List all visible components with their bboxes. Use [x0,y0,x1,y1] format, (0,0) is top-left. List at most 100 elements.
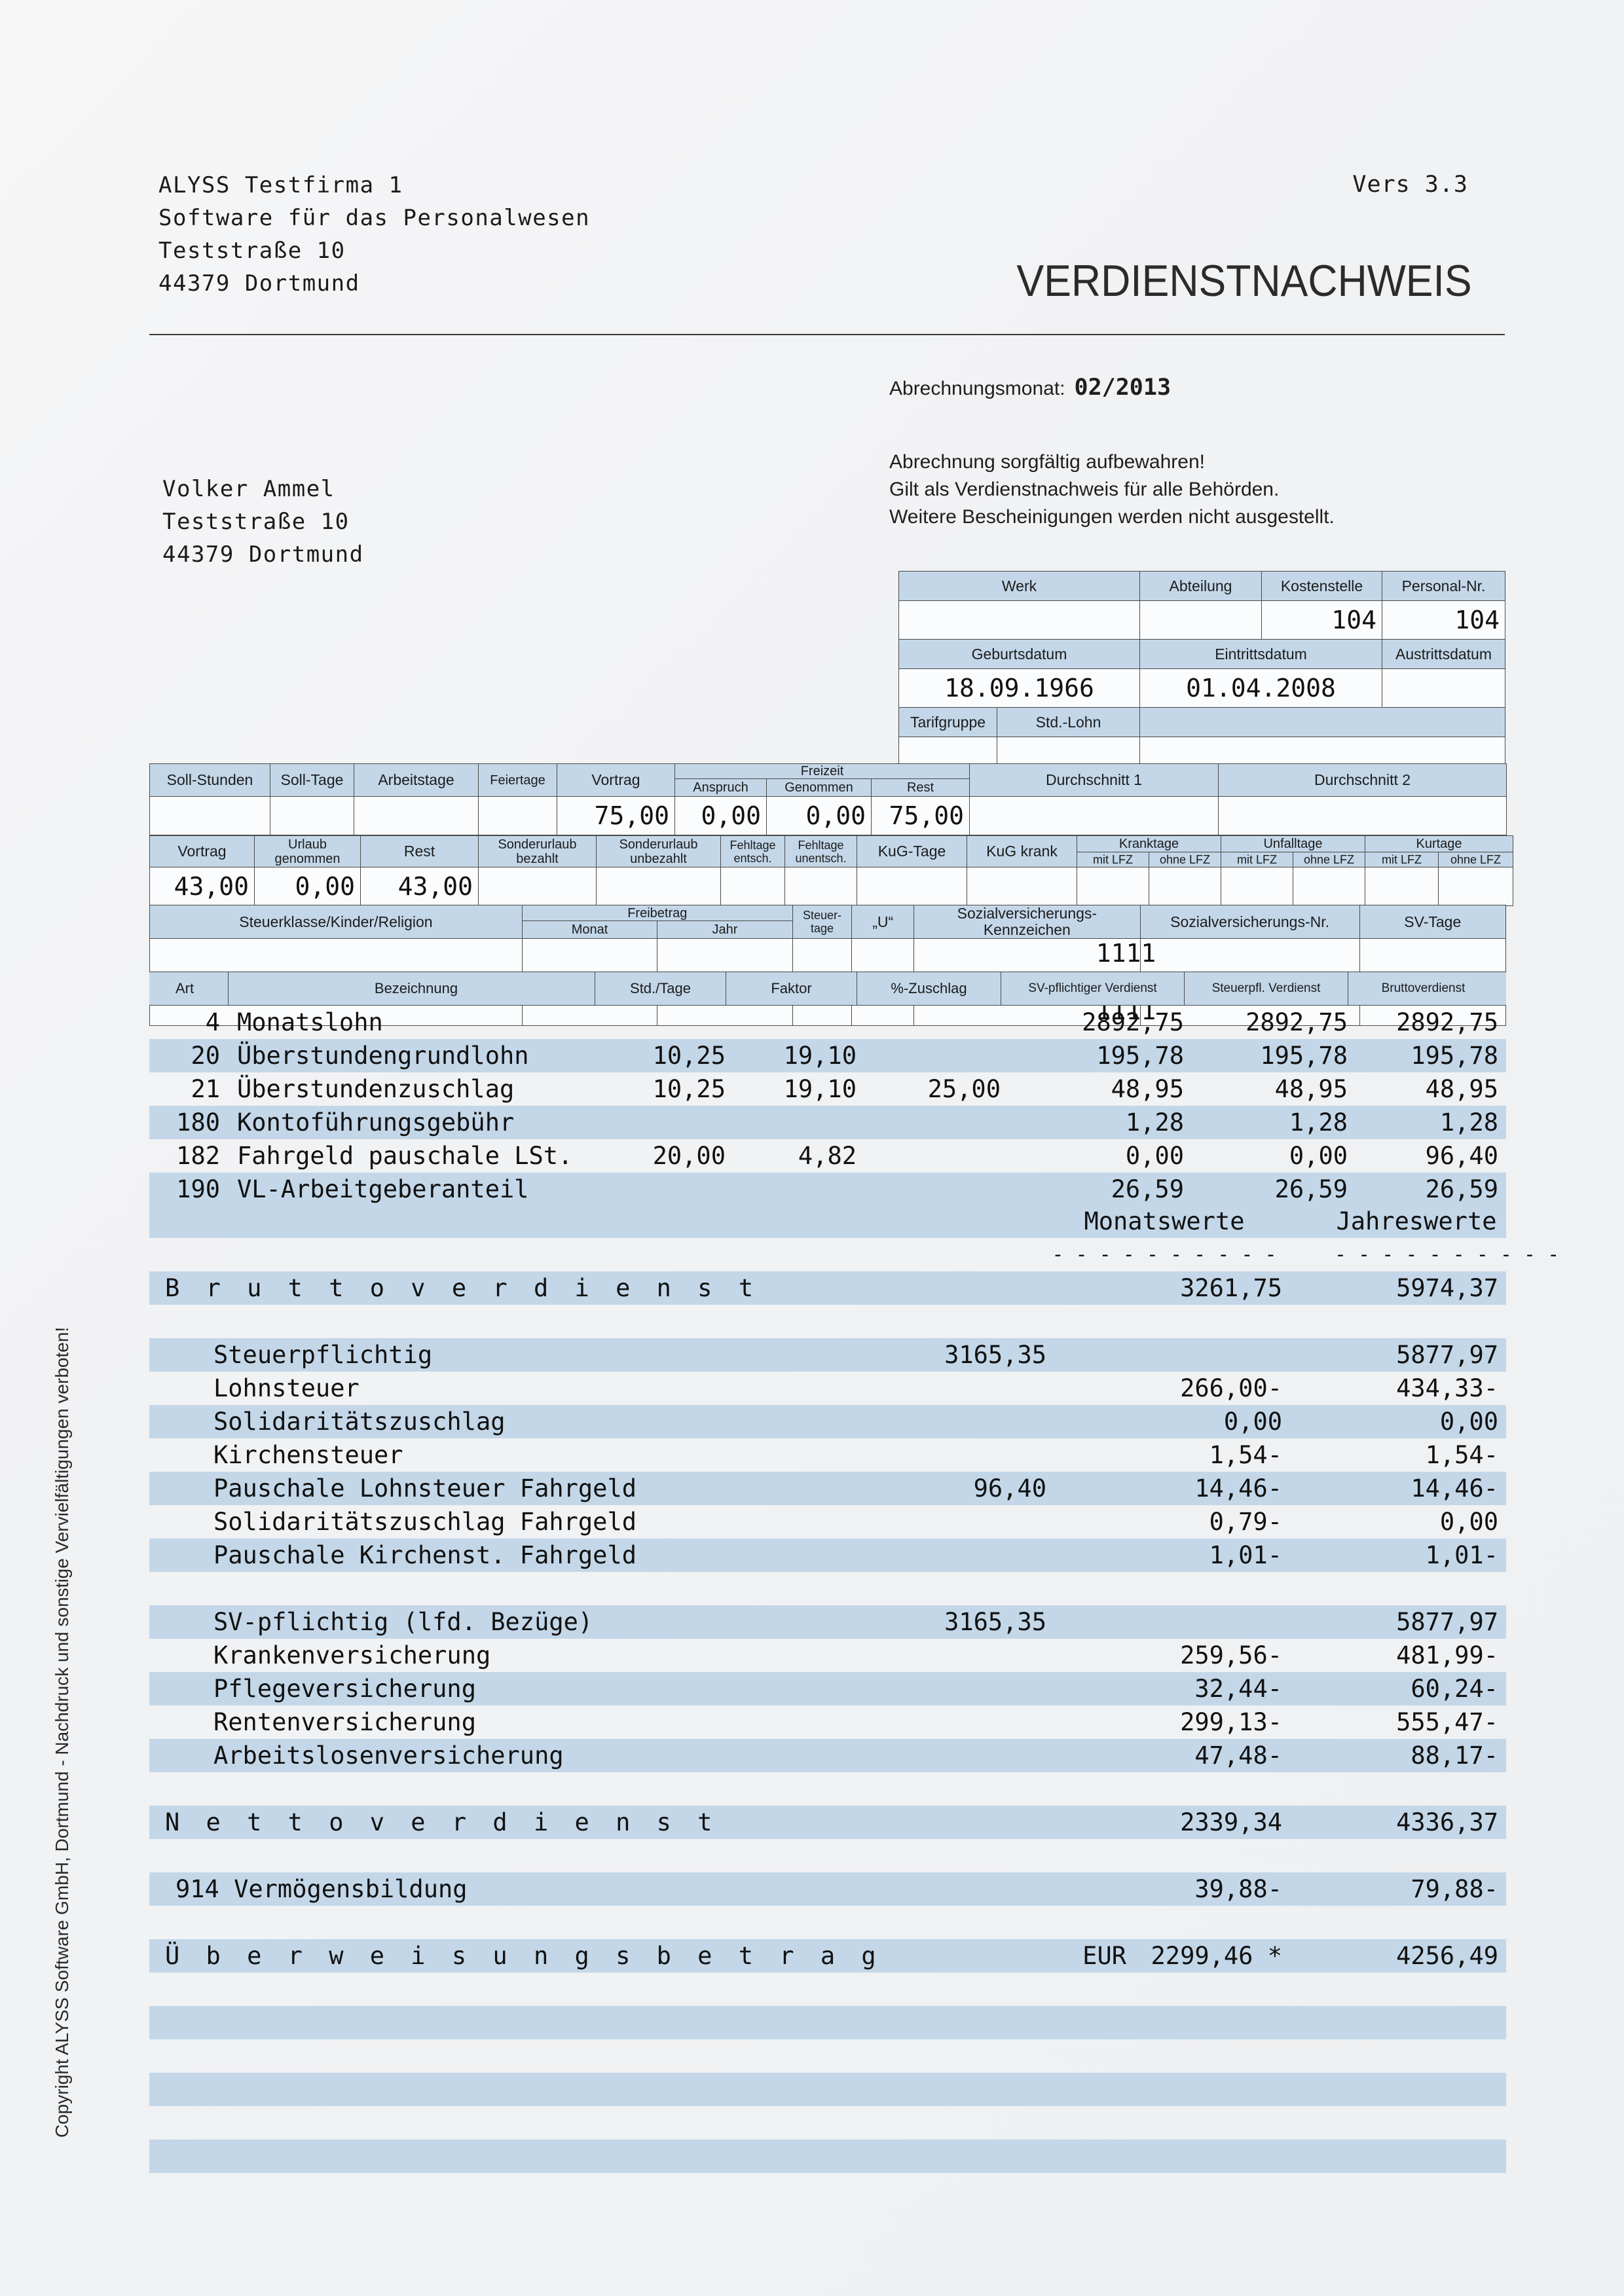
summary-row: Lohnsteuer 266,00- 434,33- [149,1372,1506,1405]
summary-row-label: Steuerpflichtig [213,1341,433,1369]
cell-sv-verdienst: 0,00 [1125,1142,1184,1170]
cell-bezeichnung: Kontoführungsgebühr [237,1108,515,1137]
value-vac-rest: 43,00 [360,867,479,906]
summary-row: Solidaritätszuschlag Fahrgeld 0,79- 0,00 [149,1505,1506,1539]
header-sv-nummer: Sozialversicherungs-Nr. [1139,905,1360,939]
value-kranktage-ohne-lfz [1148,867,1222,906]
billing-month: Abrechnungsmonat: 02/2013 [889,374,1171,401]
header-feiertage: Feiertage [478,763,557,797]
header-divider [149,334,1505,335]
header-kranktage-ohne-lfz: ohne LFZ [1148,852,1222,867]
header-bruttoverdienst: Bruttoverdienst [1348,972,1506,1005]
summary-row-month-value: 299,13- [1180,1708,1282,1736]
value-kranktage-mit-lfz [1077,867,1149,906]
table-row: Anspruch Genommen Rest [150,778,1507,797]
summary-row-year-value: 1,01- [1425,1541,1498,1569]
summary-spacer-row [149,1973,1506,2006]
header-freizeit-group: Freizeit [674,763,970,779]
summary-row: Pauschale Lohnsteuer Fahrgeld 96,40 14,46-… [149,1472,1506,1505]
header-unfalltage: Unfalltage [1221,835,1366,852]
summary-row-month-value: 2299,46 * [1151,1942,1282,1970]
summary-spacer-row [149,2039,1506,2073]
header-vac-vortrag: Vortrag [149,835,255,867]
cell-bruttoverdienst: 48,95 [1425,1075,1498,1103]
value-werk [898,600,1140,640]
value-urlaub-genommen: 0,00 [254,867,361,906]
summary-row-year-value: 434,33- [1396,1374,1498,1402]
cell-bruttoverdienst: 96,40 [1425,1142,1498,1170]
table-row: Steuerklasse/Kinder/Religion Freibetrag … [149,904,1507,939]
value-durchschnitt-2 [1218,796,1507,835]
summary-row-label: Ü b e r w e i s u n g s b e t r a g [165,1942,882,1970]
value-fehltage-entsch [720,867,785,906]
page-title: VERDIENSTNACHWEIS [1016,256,1472,306]
header-eintrittsdatum: Eintrittsdatum [1139,639,1382,669]
summary-row-label: N e t t o v e r d i e n s t [165,1808,718,1836]
summary-spacer-row [149,1906,1506,1939]
cell-bezeichnung: Überstundenzuschlag [237,1075,515,1103]
summary-spacer-row [149,1305,1506,1338]
header-freibetrag-monat: Monat [521,920,658,939]
summary-spacer-row [149,2073,1506,2106]
header-kostenstelle: Kostenstelle [1261,571,1382,601]
vacation-table: Vortrag Urlaub genommen Rest Sonderurlau… [149,835,1514,906]
summary-row-label: 914 Vermögensbildung [175,1875,468,1903]
cell-sv-verdienst: 2892,75 [1082,1008,1184,1036]
value-fehltage-unentsch [784,867,857,906]
header-durchschnitt-2: Durchschnitt 2 [1218,763,1507,797]
header-unfalltage-ohne-lfz: ohne LFZ [1293,852,1366,867]
summary-row: Steuerpflichtig 3165,35 5877,97 [149,1338,1506,1372]
header-bezeichnung: Bezeichnung [228,972,595,1005]
summary-row: N e t t o v e r d i e n s t 2339,34 4336,3… [149,1806,1506,1839]
cell-steuerpfl-verdienst: 2892,75 [1246,1008,1348,1036]
summary-row-month-value: 47,48- [1194,1741,1282,1770]
summary-row-month-value: 266,00- [1180,1374,1282,1402]
summary-row-year-value: 79,88- [1411,1875,1498,1903]
header-kurtage-ohne-lfz: ohne LFZ [1438,852,1514,867]
header-steuerklasse: Steuerklasse/Kinder/Religion [149,905,523,939]
header-durchschnitt-1: Durchschnitt 1 [969,763,1219,797]
earnings-row: 21 Überstundenzuschlag 10,25 19,10 25,00 48,9… [149,1072,1506,1106]
value-soll-stunden [149,796,270,835]
header-kug-krank: KuG krank [967,835,1077,867]
table-row: 18.09.1966 01.04.2008 [898,668,1505,708]
cell-faktor: 19,10 [783,1042,857,1070]
header-freibetrag: Freibetrag [521,904,793,922]
earnings-header-row: Art Bezeichnung Std./Tage Faktor %-Zusch… [149,972,1506,1006]
summary-row-year-value: 5877,97 [1396,1608,1498,1636]
cell-art: 182 [176,1142,220,1170]
retention-notice: Abrechnung sorgfältig aufbewahren! Gilt … [889,451,1335,528]
earnings-row: 180 Kontoführungsgebühr 1,28 1,28 1,28 [149,1106,1506,1139]
divider-month: - - - - - - - - - - [1052,1243,1277,1266]
summary-row-label: B r u t t o v e r d i e n s t [165,1274,760,1302]
summary-row-label: Krankenversicherung [213,1641,491,1669]
summary-row-year-value: 88,17- [1411,1741,1498,1770]
header-sonderurlaub-bezahlt: Sonderurlaub bezahlt [478,835,597,867]
summary-row: 914 Vermögensbildung 39,88- 79,88- [149,1872,1506,1906]
summary-row: SV-pflichtig (lfd. Bezüge) 3165,35 5877,97 [149,1605,1506,1639]
header-tarifgruppe: Tarifgruppe [898,707,997,737]
value-kug-tage [857,867,967,906]
summary-row-year-value: 5974,37 [1396,1274,1498,1302]
value-geburtsdatum: 18.09.1966 [898,668,1140,708]
cell-sv-verdienst: 1,28 [1125,1108,1184,1137]
cell-bezeichnung: Fahrgeld pauschale LSt. [237,1142,573,1170]
header-u-kennzeichen: „U“ [851,905,915,939]
header-stdlohn: Std.-Lohn [997,707,1140,737]
header-rest: Rest [870,778,970,797]
summary-row-year-value: 1,54- [1425,1441,1498,1469]
summary-row-currency: EUR [1082,1942,1126,1970]
header-kurtage: Kurtage [1365,835,1514,852]
summary-spacer-row [149,2006,1506,2039]
summary-row-base: 3165,35 [944,1608,1046,1636]
summary-row-label: Lohnsteuer [213,1374,360,1402]
header-faktor: Faktor [726,972,857,1005]
table-row: 75,00 0,00 0,00 75,00 [149,796,1507,835]
cell-sv-verdienst: 26,59 [1111,1175,1184,1203]
summary-row-month-value: 39,88- [1194,1875,1282,1903]
table-row: 104 104 [898,600,1505,640]
value-kurtage-ohne-lfz [1438,867,1514,906]
header-kranktage-mit-lfz: mit LFZ [1077,852,1149,867]
header-soll-tage: Soll-Tage [270,763,354,797]
